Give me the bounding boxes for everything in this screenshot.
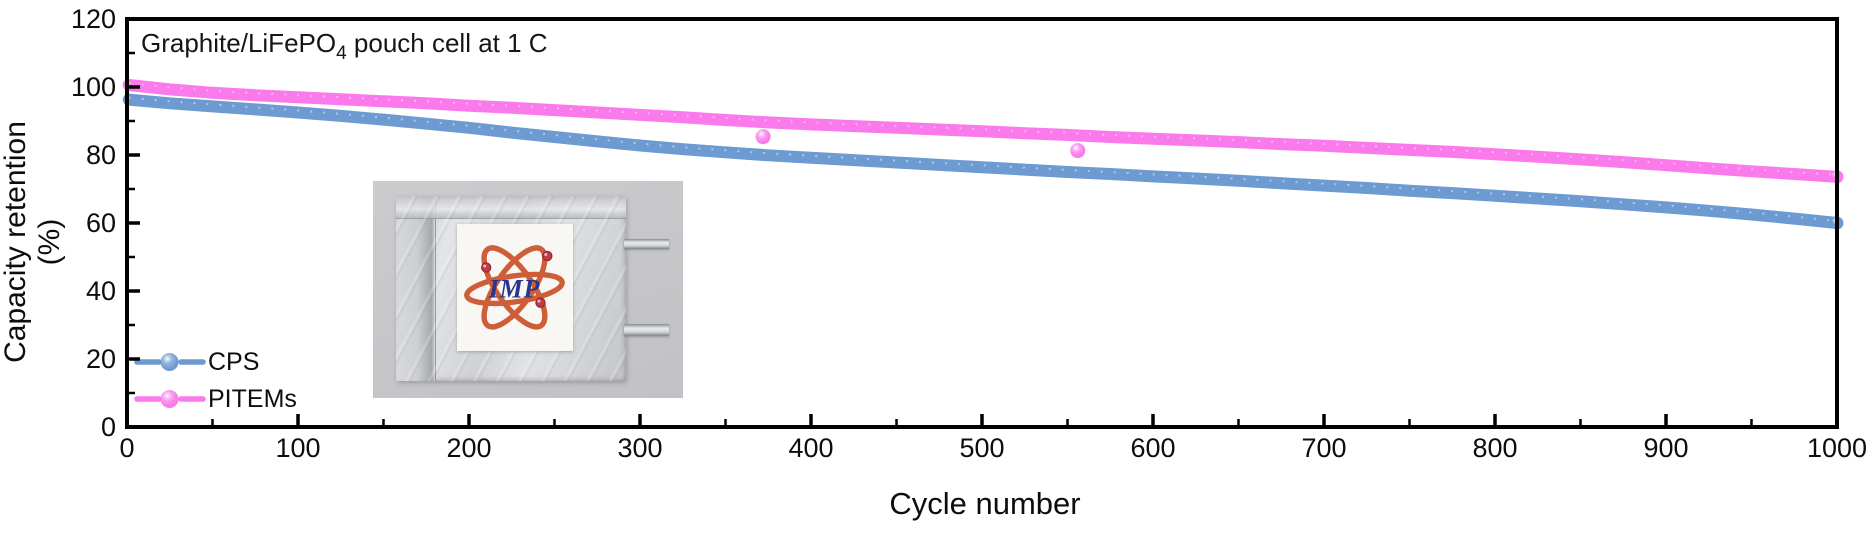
series-band-PITEMs (122, 79, 1843, 183)
plot-frame (125, 17, 1839, 429)
x-tick-label: 500 (959, 433, 1004, 463)
outlier-marker-PITEMs (1070, 143, 1086, 159)
x-tick-label: 900 (1643, 433, 1688, 463)
x-tick-label: 200 (446, 433, 491, 463)
y-tick-label: 80 (86, 140, 116, 170)
pouch-cell-photo: IMP (373, 181, 683, 398)
series-band-CPS (122, 93, 1843, 229)
atom-orbit-right (481, 245, 548, 331)
y-axis-title: Capacity retention (%) (0, 121, 66, 363)
x-tick-label: 100 (275, 433, 320, 463)
y-tick-label: 20 (86, 344, 116, 374)
annotation-prefix: Graphite/LiFePO (141, 28, 337, 58)
x-tick-label: 600 (1130, 433, 1175, 463)
imp-label-sticker: IMP (456, 224, 573, 352)
x-tick-label: 1000 (1807, 433, 1867, 463)
atom-orbit-left (481, 245, 548, 331)
annotation-suffix: pouch cell at 1 C (346, 28, 548, 58)
y-tick-label: 60 (86, 208, 116, 238)
x-tick-label: 800 (1472, 433, 1517, 463)
x-tick-label: 300 (617, 433, 662, 463)
legend-marker-CPS (160, 353, 179, 371)
pouch-tab-top (624, 238, 670, 250)
pouch-tab-bottom (624, 324, 670, 337)
x-axis-title: Cycle number (889, 486, 1081, 521)
x-tick-label: 0 (119, 433, 134, 463)
imp-logo-text: IMP (488, 275, 541, 304)
annotation-subscript: 4 (336, 43, 347, 64)
pouch-seal-top (396, 196, 626, 220)
chart-annotation: Graphite/LiFePO4 pouch cell at 1 C (141, 28, 548, 65)
outlier-marker-PITEMs (755, 129, 771, 145)
x-tick-label: 400 (788, 433, 833, 463)
legend-label-pitems: PITEMs (208, 385, 297, 413)
atom-orbit-horizontal (464, 272, 566, 307)
x-tick-label: 700 (1301, 433, 1346, 463)
legend-marker-PITEMs (160, 390, 179, 408)
imp-atom-logo: IMP (464, 245, 566, 331)
y-tick-label: 120 (71, 4, 116, 34)
y-tick-label: 0 (101, 412, 116, 442)
y-tick-label: 100 (71, 72, 116, 102)
pouch-seal-left (396, 196, 437, 381)
y-tick-label: 40 (86, 276, 116, 306)
legend-label-cps: CPS (208, 348, 260, 376)
atom-electrons (481, 251, 553, 309)
